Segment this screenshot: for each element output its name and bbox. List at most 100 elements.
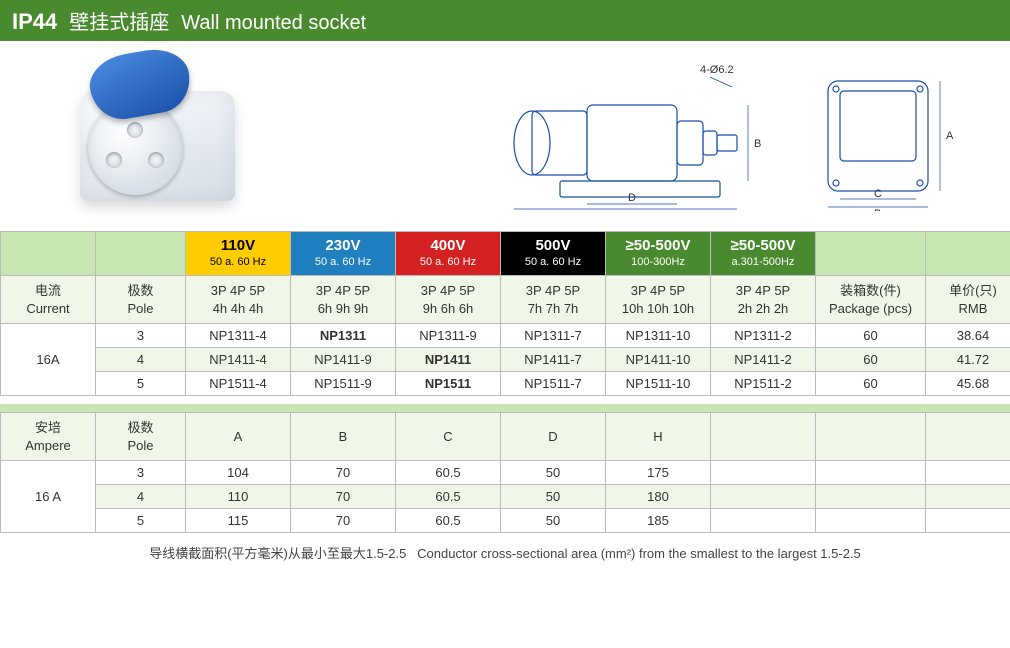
hdr-variant-5: 3P 4P 5P2h 2h 2h: [711, 276, 816, 324]
dim-cell: 115: [186, 509, 291, 533]
partno-cell: NP1511-10: [606, 372, 711, 396]
hdr-dim-B: B: [291, 413, 396, 461]
hdr-rmb: 单价(只)RMB: [926, 276, 1010, 324]
spacer: [0, 396, 1010, 404]
partno-cell: NP1411: [396, 348, 501, 372]
hdr-ampere: 安培Ampere: [1, 413, 96, 461]
partno-cell: NP1311: [291, 324, 396, 348]
voltage-header-cell: 500V50 a. 60 Hz: [501, 232, 606, 276]
ampere-label: 16 A: [1, 461, 96, 533]
dim-cell: 110: [186, 485, 291, 509]
hdr-pole: 极数Pole: [96, 276, 186, 324]
svg-text:D: D: [628, 192, 636, 204]
voltage-header-cell: [926, 232, 1010, 276]
empty-cell: [711, 461, 816, 485]
svg-text:4-Ø6.2: 4-Ø6.2: [700, 64, 734, 76]
voltage-header-row: 110V50 a. 60 Hz230V50 a. 60 Hz400V50 a. …: [1, 232, 1010, 276]
svg-text:A: A: [946, 130, 954, 142]
dim-cell: 60.5: [396, 509, 501, 533]
svg-text:B: B: [754, 138, 761, 150]
spec-table-2: 安培Ampere极数PoleABCDH 16 A31047060.5501754…: [0, 412, 1010, 533]
partno-cell: NP1511-2: [711, 372, 816, 396]
header-code: IP44: [12, 9, 57, 35]
hdr-dim-A: A: [186, 413, 291, 461]
technical-drawings: 4-Ø6.2 B D H A C B: [320, 61, 980, 211]
dim-cell: 175: [606, 461, 711, 485]
header-bar: IP44 壁挂式插座 Wall mounted socket: [0, 0, 1010, 41]
table1-row: 16A3NP1311-4NP1311NP1311-9NP1311-7NP1311…: [1, 324, 1010, 348]
hdr-package: 装箱数(件)Package (pcs): [816, 276, 926, 324]
partno-cell: NP1311-7: [501, 324, 606, 348]
pole-cell: 5: [96, 509, 186, 533]
figure-row: 4-Ø6.2 B D H A C B: [0, 41, 1010, 231]
partno-cell: NP1411-10: [606, 348, 711, 372]
partno-cell: NP1511-7: [501, 372, 606, 396]
partno-cell: NP1311-4: [186, 324, 291, 348]
product-photo: [60, 56, 260, 216]
header-title-cn: 壁挂式插座: [69, 6, 169, 35]
dim-cell: 60.5: [396, 461, 501, 485]
rmb-cell: 45.68: [926, 372, 1010, 396]
voltage-header-cell: 230V50 a. 60 Hz: [291, 232, 396, 276]
hdr-variant-0: 3P 4P 5P4h 4h 4h: [186, 276, 291, 324]
hdr-pole: 极数Pole: [96, 413, 186, 461]
table2-row: 41107060.550180: [1, 485, 1010, 509]
footnote: 导线横截面积(平方毫米)从最小至最大1.5-2.5 Conductor cros…: [0, 533, 1010, 572]
table1-header-row: 电流Current极数Pole3P 4P 5P4h 4h 4h3P 4P 5P6…: [1, 276, 1010, 324]
voltage-header-cell: [816, 232, 926, 276]
empty-cell: [816, 461, 926, 485]
front-view-drawing: A C B: [810, 61, 960, 211]
pole-cell: 3: [96, 461, 186, 485]
empty-cell: [926, 485, 1010, 509]
hdr-variant-2: 3P 4P 5P9h 6h 6h: [396, 276, 501, 324]
partno-cell: NP1411-4: [186, 348, 291, 372]
dim-cell: 70: [291, 461, 396, 485]
voltage-header-cell: ≥50-500V100-300Hz: [606, 232, 711, 276]
voltage-header-cell: ≥50-500Va.301-500Hz: [711, 232, 816, 276]
table1-row: 4NP1411-4NP1411-9NP1411NP1411-7NP1411-10…: [1, 348, 1010, 372]
empty-cell: [711, 509, 816, 533]
dim-cell: 50: [501, 461, 606, 485]
table2-header-row: 安培Ampere极数PoleABCDH: [1, 413, 1010, 461]
pkg-cell: 60: [816, 324, 926, 348]
partno-cell: NP1411-9: [291, 348, 396, 372]
footnote-cn: 导线横截面积(平方毫米)从最小至最大1.5-2.5: [149, 546, 406, 561]
table1-row: 5NP1511-4NP1511-9NP1511NP1511-7NP1511-10…: [1, 372, 1010, 396]
spec-table-1: 110V50 a. 60 Hz230V50 a. 60 Hz400V50 a. …: [0, 231, 1010, 396]
dim-cell: 70: [291, 485, 396, 509]
table2-row: 16 A31047060.550175: [1, 461, 1010, 485]
separator-bar: [0, 404, 1010, 412]
table2-row: 51157060.550185: [1, 509, 1010, 533]
hdr-empty: [711, 413, 816, 461]
svg-text:B: B: [874, 208, 881, 211]
pkg-cell: 60: [816, 348, 926, 372]
dim-cell: 50: [501, 509, 606, 533]
empty-cell: [926, 461, 1010, 485]
voltage-header-cell: [96, 232, 186, 276]
voltage-header-cell: 400V50 a. 60 Hz: [396, 232, 501, 276]
empty-cell: [711, 485, 816, 509]
dim-cell: 180: [606, 485, 711, 509]
dim-cell: 185: [606, 509, 711, 533]
pole-cell: 4: [96, 485, 186, 509]
empty-cell: [816, 485, 926, 509]
hdr-variant-3: 3P 4P 5P7h 7h 7h: [501, 276, 606, 324]
hdr-empty: [926, 413, 1010, 461]
header-title-en: Wall mounted socket: [181, 12, 366, 35]
rmb-cell: 41.72: [926, 348, 1010, 372]
partno-cell: NP1511-4: [186, 372, 291, 396]
svg-text:C: C: [874, 188, 882, 200]
dim-cell: 104: [186, 461, 291, 485]
hdr-dim-D: D: [501, 413, 606, 461]
empty-cell: [816, 509, 926, 533]
dim-cell: 70: [291, 509, 396, 533]
hdr-variant-1: 3P 4P 5P6h 9h 9h: [291, 276, 396, 324]
side-view-drawing: 4-Ø6.2 B D H: [500, 61, 780, 211]
partno-cell: NP1311-2: [711, 324, 816, 348]
pole-cell: 4: [96, 348, 186, 372]
footnote-en: Conductor cross-sectional area (mm²) fro…: [417, 546, 861, 561]
hdr-variant-4: 3P 4P 5P10h 10h 10h: [606, 276, 711, 324]
partno-cell: NP1311-10: [606, 324, 711, 348]
dim-cell: 50: [501, 485, 606, 509]
pkg-cell: 60: [816, 372, 926, 396]
